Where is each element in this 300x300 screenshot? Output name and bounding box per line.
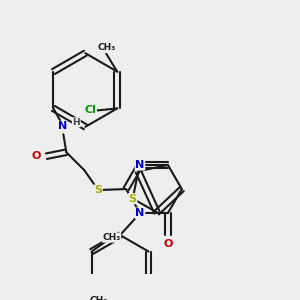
- Text: N: N: [58, 121, 67, 131]
- Text: H: H: [73, 118, 80, 127]
- Text: O: O: [163, 239, 172, 249]
- Text: CH₃: CH₃: [97, 43, 116, 52]
- Text: S: S: [94, 185, 102, 195]
- Text: CH₃: CH₃: [102, 233, 121, 242]
- Text: N: N: [135, 208, 145, 218]
- Text: N: N: [135, 160, 145, 170]
- Text: Cl: Cl: [84, 105, 96, 116]
- Text: O: O: [32, 151, 41, 161]
- Text: S: S: [129, 194, 137, 204]
- Text: CH₃: CH₃: [89, 296, 107, 300]
